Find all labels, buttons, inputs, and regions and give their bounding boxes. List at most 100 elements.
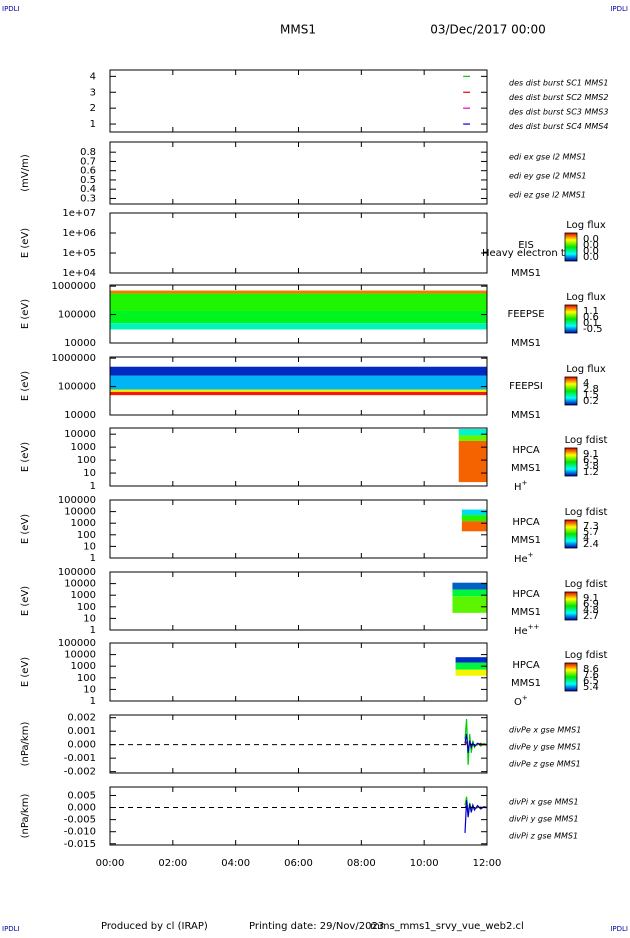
spacecraft-label: MMS1 — [511, 607, 541, 618]
plot-area — [455, 657, 487, 676]
instrument-label: FEEPSE — [507, 309, 544, 320]
y-tick-label: 100 — [77, 530, 96, 541]
y-tick-label: 100 — [77, 602, 96, 613]
colorbar-label: 2.4 — [583, 539, 599, 550]
colorbar-label: 6.5 — [583, 676, 599, 687]
y-tick-label: 1000 — [71, 442, 96, 453]
y-tick-label: 10000 — [64, 338, 96, 349]
panel-frame — [109, 212, 488, 274]
y-tick-label: -0.010 — [64, 827, 96, 838]
colorbar-label: 2.8 — [583, 384, 599, 395]
legend-entry: divPe z gse MMS1 — [509, 760, 581, 769]
spectrogram-cell — [455, 669, 487, 676]
y-tick-label: 100000 — [58, 382, 96, 393]
legend-entry: des dist burst SC1 MMS1 — [509, 79, 608, 88]
panel-frame — [109, 714, 488, 774]
colorbar — [564, 591, 578, 621]
instrument-label: HPCA — [512, 517, 540, 528]
colorbar — [564, 232, 578, 262]
legend-entry: divPi y gse MMS1 — [509, 815, 579, 824]
legend-entry: des dist burst SC3 MMS3 — [509, 108, 608, 117]
legend-entry: edi ex gse l2 MMS1 — [509, 153, 587, 162]
y-tick-label: 1e+04 — [62, 268, 96, 279]
colorbar — [564, 304, 578, 334]
y-tick-label: 1e+05 — [62, 248, 96, 259]
plot-area — [463, 75, 471, 125]
instrument-label: HPCA — [512, 589, 540, 600]
spectrogram-cell — [461, 515, 487, 522]
y-tick-label: 10 — [83, 468, 96, 479]
y-tick-label: 100000 — [58, 567, 96, 578]
x-tick-label: 02:00 — [158, 858, 187, 869]
spectrogram-cell — [458, 435, 487, 441]
y-tick-label: 0.005 — [67, 790, 96, 801]
instrument-label: HPCA — [512, 445, 540, 456]
y-axis-label: E (eV) — [20, 371, 31, 401]
y-axis-label: E (eV) — [20, 299, 31, 329]
plot-area — [452, 582, 487, 613]
y-tick-label: -0.005 — [64, 815, 96, 826]
colorbar-label: 4.8 — [583, 605, 599, 616]
spacecraft-label: MMS1 — [511, 463, 541, 474]
colorbar-label: 9.1 — [583, 449, 599, 460]
file-name: mms_mms1_srvy_vue_web2.cl — [370, 921, 524, 932]
colorbar-label: 0.1 — [583, 318, 599, 329]
spectrogram-cell — [110, 391, 487, 396]
colorbar-label: 0.0 — [583, 252, 599, 263]
printing-date: Printing date: 29/Nov/2023 — [249, 921, 384, 932]
y-tick-label: 100000 — [58, 310, 96, 321]
x-tick-label: 10:00 — [410, 858, 439, 869]
plot-area — [110, 366, 487, 396]
species: He — [514, 554, 528, 565]
y-axis-label: (nPa/km) — [20, 722, 31, 767]
colorbar-label: 8.6 — [583, 664, 599, 675]
y-tick-label: 3 — [90, 87, 96, 98]
corner-label: IPDLI — [2, 5, 20, 13]
plot-area — [461, 509, 487, 532]
colorbar-label: 0.6 — [583, 312, 599, 323]
y-tick-label: 0.002 — [67, 713, 96, 724]
x-tick-label: 08:00 — [347, 858, 376, 869]
colorbar-label: 0.0 — [583, 240, 599, 251]
corner-label: IPDLI — [610, 925, 628, 933]
colorbar-title: Log flux — [566, 292, 606, 303]
species-charge: + — [522, 694, 528, 702]
y-tick-label: 1e+07 — [62, 208, 96, 219]
panel-frame — [109, 642, 488, 702]
legend-entry: divPi z gse MMS1 — [509, 832, 578, 841]
y-tick-label: 0.000 — [67, 740, 96, 751]
spectrogram-cell — [461, 521, 487, 532]
y-tick-label: 100000 — [58, 495, 96, 506]
y-tick-label: 100 — [77, 673, 96, 684]
y-tick-label: 1e+06 — [62, 228, 96, 239]
legend-entry: edi ey gse l2 MMS1 — [509, 172, 587, 181]
spectrogram-cell — [452, 582, 487, 590]
y-tick-label: 0.8 — [80, 147, 96, 158]
colorbar-title: Log flux — [566, 220, 606, 231]
panel-frame — [109, 427, 488, 487]
colorbar-label: 6.5 — [583, 455, 599, 466]
colorbar-label: -0.5 — [583, 324, 603, 335]
colorbar-title: Log fdist — [565, 650, 608, 661]
corner-label: IPDLI — [610, 5, 628, 13]
panel-frame — [109, 284, 488, 344]
spectrogram-cell — [458, 440, 487, 483]
spacecraft-label: MMS1 — [511, 268, 541, 279]
species-label: O+ — [514, 694, 528, 708]
spacecraft-label: MMS1 — [511, 410, 541, 421]
species-charge: ++ — [528, 623, 540, 631]
y-tick-label: 4 — [90, 71, 96, 82]
colorbar-label: 5.7 — [583, 527, 599, 538]
colorbar-label: 0.2 — [583, 396, 599, 407]
instrument-label: HPCA — [512, 660, 540, 671]
corner-label: IPDLI — [2, 925, 20, 933]
colorbar — [564, 662, 578, 692]
y-tick-label: 0.3 — [80, 193, 96, 204]
spectrogram-cell — [452, 596, 487, 613]
plot-area — [110, 290, 487, 330]
series-line — [464, 800, 487, 833]
y-axis-label: E (eV) — [20, 657, 31, 687]
instrument-label: FEEPSI — [509, 381, 543, 392]
x-tick-label: 06:00 — [284, 858, 313, 869]
species-label: He++ — [514, 623, 540, 637]
